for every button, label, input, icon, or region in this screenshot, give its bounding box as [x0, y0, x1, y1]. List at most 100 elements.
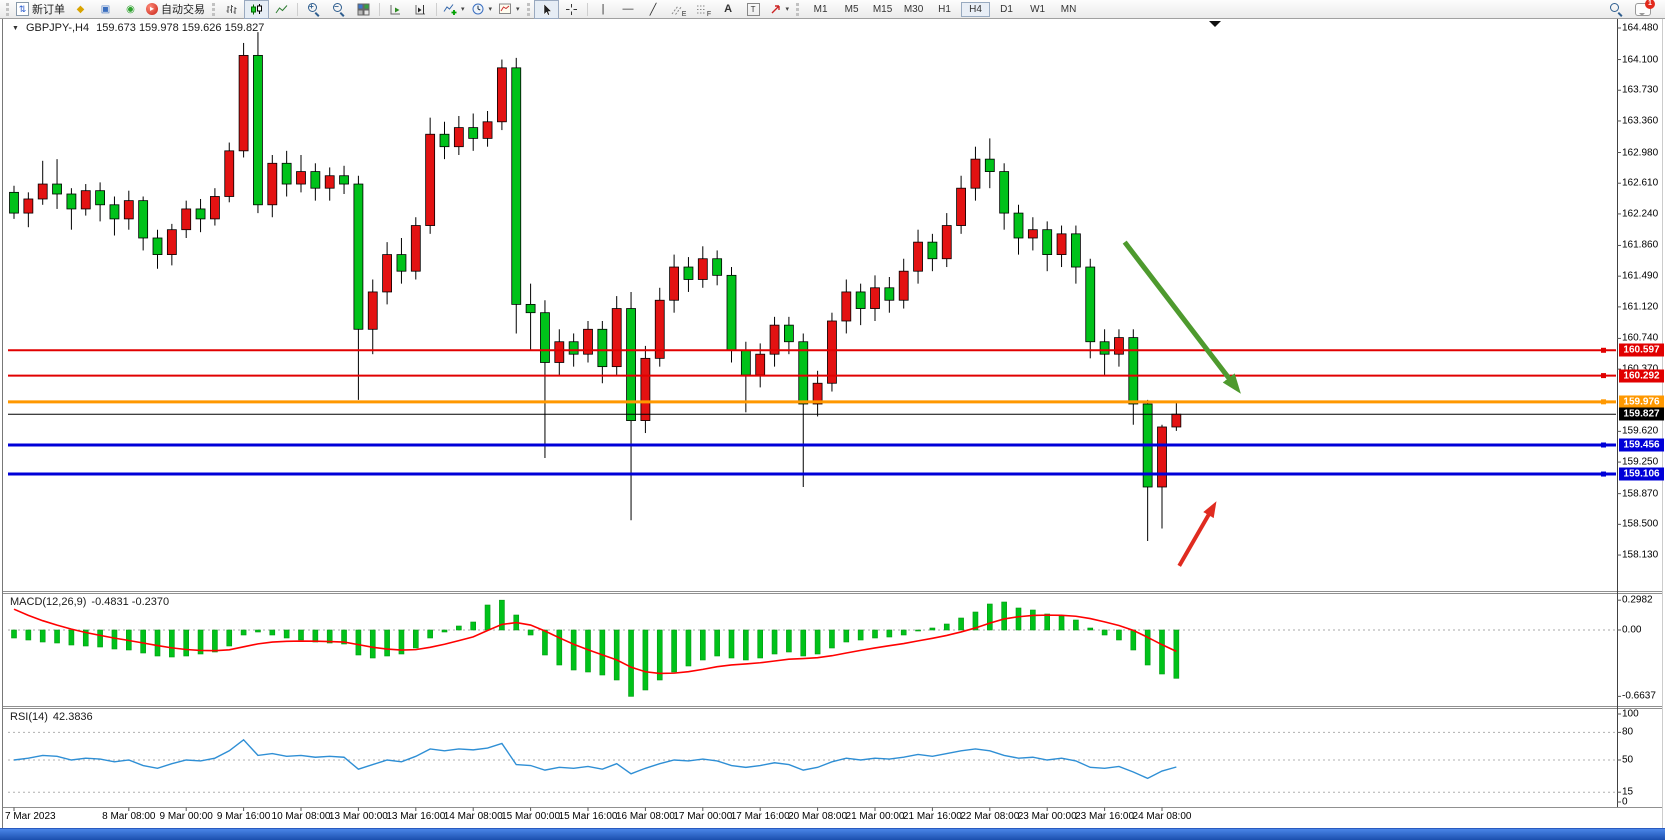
market-watch-button[interactable]: ▣ — [93, 0, 118, 19]
bottom-taskbar-strip — [0, 828, 1665, 840]
arrows-tool-button[interactable]: ▾ — [766, 0, 793, 19]
toolbar-grip[interactable] — [6, 2, 9, 16]
clock-icon — [472, 3, 484, 15]
label-tool-icon: T — [746, 2, 760, 16]
candle — [913, 241, 923, 272]
timeframe-h1[interactable]: H1 — [938, 3, 951, 15]
chart-shift-marker[interactable] — [1209, 21, 1221, 27]
down-trend-arrow[interactable] — [1122, 240, 1241, 394]
channel-button[interactable]: E — [666, 0, 691, 19]
toolbar-separator — [586, 2, 588, 16]
candle — [166, 229, 177, 255]
timeframe-toolbar: M1 M5 M15 M30 H1 H4 D1 W1 MN — [805, 1, 1084, 17]
candle — [1042, 229, 1053, 255]
candle — [1099, 341, 1110, 355]
fibonacci-icon — [696, 5, 706, 13]
hline-handle[interactable] — [1601, 471, 1606, 477]
cursor-icon — [543, 2, 552, 16]
candle — [1085, 266, 1096, 343]
zoom-out-button[interactable]: − — [326, 0, 351, 19]
toolbar-grip[interactable] — [526, 2, 530, 16]
candle — [525, 303, 536, 314]
candle — [339, 175, 349, 185]
hline-handle[interactable] — [1601, 373, 1606, 379]
fibonacci-label: F — [706, 10, 712, 18]
signals-button[interactable]: ◉ — [118, 0, 143, 19]
bar-chart-button[interactable] — [219, 0, 244, 19]
bar-chart-icon — [226, 4, 237, 14]
text-tool-button[interactable]: A — [716, 0, 741, 19]
candle — [281, 162, 292, 185]
candle — [712, 258, 723, 276]
candle — [870, 287, 880, 309]
candle — [611, 308, 622, 368]
tile-windows-icon — [357, 3, 370, 15]
candle — [1013, 212, 1024, 239]
indicators-icon — [443, 4, 457, 15]
candlestick-chart-button[interactable] — [244, 0, 269, 19]
signals-icon: ◉ — [126, 3, 135, 15]
vertical-line-button[interactable]: | — [591, 0, 616, 19]
hline-handle[interactable] — [1601, 347, 1606, 353]
line-chart-button[interactable] — [269, 0, 294, 19]
timeframe-h4[interactable]: H4 — [961, 1, 991, 17]
candle — [812, 382, 823, 405]
candle — [123, 200, 134, 220]
toolbar-grip[interactable] — [796, 2, 800, 16]
vertical-line-icon: | — [601, 3, 605, 15]
autoscroll-button[interactable] — [383, 0, 408, 19]
timeframe-m1[interactable]: M1 — [813, 3, 828, 15]
candle — [109, 204, 120, 220]
profiles-button[interactable]: ◆ — [68, 0, 93, 19]
candle — [1027, 229, 1038, 239]
candle — [238, 54, 249, 152]
candle — [1128, 337, 1139, 405]
chart-shift-button[interactable] — [408, 0, 433, 19]
timeframe-m15[interactable]: M15 — [872, 3, 893, 15]
indicators-button[interactable]: ▾ — [440, 0, 468, 19]
timeframe-m5[interactable]: M5 — [844, 3, 859, 15]
fibonacci-button[interactable]: F — [691, 0, 716, 19]
search-icon[interactable] — [1609, 2, 1623, 16]
cursor-button[interactable] — [533, 0, 559, 19]
trendline-button[interactable]: ╱ — [641, 0, 666, 19]
templates-button[interactable]: ▾ — [495, 0, 523, 19]
candle — [310, 171, 321, 189]
candle — [597, 328, 608, 368]
candle — [697, 258, 708, 280]
timeframe-d1[interactable]: D1 — [1000, 3, 1013, 15]
candle — [37, 183, 48, 200]
timeframe-m30[interactable]: M30 — [903, 3, 924, 15]
candle — [784, 324, 794, 343]
new-order-button[interactable]: ⇅ 新订单 — [13, 0, 68, 19]
line-chart-icon — [275, 4, 288, 13]
timeframe-mn[interactable]: MN — [1060, 3, 1077, 15]
zoom-in-button[interactable]: + — [301, 0, 326, 19]
notifications-button[interactable]: 1 — [1635, 0, 1655, 16]
periods-button[interactable]: ▾ — [468, 0, 496, 19]
hline-handle[interactable] — [1601, 399, 1606, 405]
candle — [941, 225, 952, 260]
horizontal-line-button[interactable]: — — [616, 0, 641, 19]
candle — [683, 266, 694, 280]
toolbar-separator — [297, 2, 298, 16]
candle — [927, 241, 938, 260]
hline-handle[interactable] — [1601, 442, 1606, 448]
toolbar-grip[interactable] — [212, 2, 215, 16]
candle — [769, 324, 780, 355]
zoom-out-icon: − — [332, 2, 346, 16]
crosshair-button[interactable] — [559, 0, 584, 19]
candle — [827, 320, 837, 384]
candle — [984, 158, 995, 172]
toolbar-right-group: 1 — [1609, 0, 1665, 16]
label-tool-button[interactable]: T — [741, 0, 766, 19]
tile-windows-button[interactable] — [351, 0, 376, 19]
candle — [755, 353, 766, 376]
candlestick-chart-icon — [251, 3, 262, 14]
candle — [884, 287, 895, 301]
up-bounce-arrow[interactable] — [1177, 501, 1217, 567]
timeframe-w1[interactable]: W1 — [1030, 3, 1046, 15]
autotrading-button[interactable]: ▸ 自动交易 — [143, 0, 208, 19]
main-toolbar: ⇅ 新订单 ◆ ▣ ◉ ▸ 自动交易 + − — [0, 0, 1665, 19]
